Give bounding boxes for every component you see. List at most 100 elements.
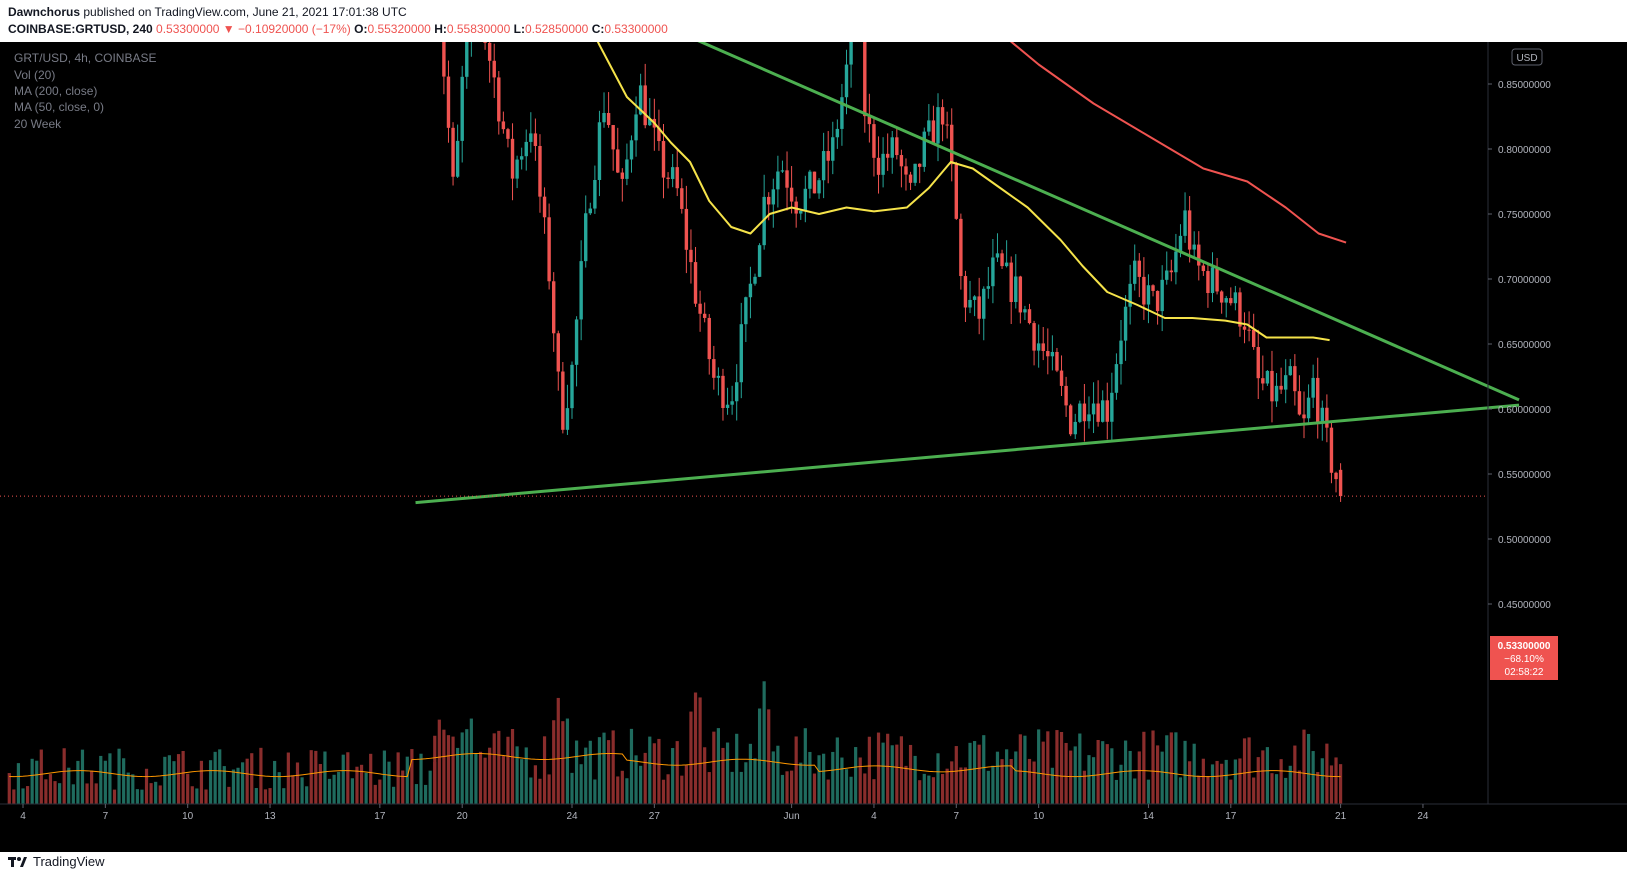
currency-badge[interactable]: USD — [1511, 48, 1543, 66]
price-tick-label: 0.75000000 — [1498, 210, 1551, 221]
candle-body — [895, 137, 899, 156]
candle-body — [1224, 298, 1228, 303]
volume-bar — [1041, 741, 1045, 804]
candle-body — [1101, 400, 1105, 422]
candle — [794, 196, 798, 228]
candle-body — [1242, 326, 1247, 330]
legend-20week[interactable]: 20 Week — [14, 117, 62, 131]
volume-bar — [1055, 730, 1059, 804]
volume-bar — [30, 758, 34, 804]
candle — [1101, 390, 1105, 423]
resistance-trendline[interactable] — [435, 0, 1520, 402]
volume-bar — [465, 729, 469, 804]
volume-bar — [730, 771, 734, 804]
candle — [556, 330, 560, 391]
candle — [739, 302, 743, 399]
candle — [638, 73, 643, 116]
volume-bar — [1288, 765, 1292, 804]
candle — [831, 121, 835, 175]
legend-title[interactable]: GRT/USD, 4h, COINBASE — [14, 51, 156, 65]
candle-body — [1169, 270, 1174, 273]
candle-body — [1233, 292, 1238, 304]
volume-bar — [186, 773, 190, 804]
volume-bar — [497, 730, 501, 804]
chart-area[interactable]: 0.950000000.900000000.850000000.80000000… — [0, 0, 1627, 852]
candle-body — [885, 153, 890, 158]
volume-bar — [1247, 737, 1251, 804]
candle-body — [561, 371, 565, 430]
candle — [492, 43, 496, 98]
candle-body — [597, 122, 602, 180]
candle — [1288, 358, 1292, 376]
volume-bar — [1233, 759, 1237, 804]
published-text: published on TradingView.com, June 21, 2… — [83, 5, 407, 19]
candle-body — [670, 167, 675, 179]
legend-ma50[interactable]: MA (50, close, 0) — [14, 100, 104, 114]
volume-bar — [424, 784, 428, 804]
volume-bar — [1018, 734, 1022, 804]
candle-body — [1279, 385, 1283, 390]
time-tick-label: 24 — [1417, 811, 1429, 822]
candle — [693, 246, 698, 307]
candle — [1201, 261, 1206, 276]
volume-bar — [1306, 733, 1311, 804]
candle — [446, 60, 451, 143]
candle — [1270, 350, 1274, 423]
volume-bar — [282, 788, 286, 804]
volume-bar — [748, 743, 753, 804]
volume-bar — [597, 737, 602, 804]
candle-body — [1041, 343, 1045, 352]
tradingview-brand: TradingView — [33, 854, 105, 869]
candle-body — [1105, 400, 1109, 422]
candle — [570, 361, 574, 419]
volume-bar — [318, 764, 322, 804]
candle — [579, 240, 583, 341]
candle-body — [487, 42, 492, 61]
last-price-label-pct: −68.10% — [1504, 654, 1544, 665]
candle — [661, 124, 666, 199]
candle-body — [1046, 351, 1050, 357]
volume-bar — [666, 774, 670, 804]
candle-body — [739, 324, 743, 383]
time-axis[interactable]: 4 7 10 13 17 20 24 27 Jun 4 7 10 14 17 21 24 — [20, 804, 1429, 822]
candle — [1329, 421, 1334, 484]
volume-bar — [680, 775, 684, 804]
volume-bar — [62, 748, 66, 804]
volume-bar — [149, 783, 153, 804]
volume-bar — [1297, 770, 1302, 804]
low-label: L: — [513, 22, 525, 36]
volume-bar — [263, 789, 268, 804]
price-chart[interactable]: 0.950000000.900000000.850000000.80000000… — [0, 0, 1627, 852]
author-name[interactable]: Dawnchorus — [8, 5, 81, 19]
candle-body — [533, 133, 538, 146]
volume-bar — [1091, 757, 1096, 804]
candle — [1137, 253, 1141, 298]
candle-body — [1274, 385, 1279, 402]
symbol-label: COINBASE:GRTUSD, 240 — [8, 22, 153, 36]
price-axis[interactable]: 0.950000000.900000000.850000000.80000000… — [1488, 15, 1551, 611]
volume-bar — [675, 741, 679, 804]
candle-body — [876, 157, 881, 175]
volume-bar — [959, 767, 963, 804]
legend-vol[interactable]: Vol (20) — [14, 68, 55, 82]
tradingview-logo[interactable]: TradingView — [8, 854, 105, 869]
volume-bar — [822, 753, 826, 804]
candle-body — [1151, 285, 1155, 291]
candle — [584, 195, 588, 268]
support-trendline[interactable] — [415, 403, 1520, 505]
candle — [574, 316, 579, 387]
candle-body — [940, 107, 945, 125]
candle-body — [497, 77, 501, 122]
volume-bar — [803, 728, 807, 804]
volume-bar — [369, 753, 373, 804]
volume-bar — [1073, 746, 1077, 804]
candle-body — [547, 217, 551, 282]
volume-bar — [1265, 747, 1269, 804]
volume-bar — [378, 779, 382, 804]
legend-ma200[interactable]: MA (200, close) — [14, 84, 97, 98]
volume-bar — [520, 759, 524, 804]
volume-bar — [176, 754, 181, 804]
candle — [872, 118, 876, 177]
candle — [1219, 290, 1224, 314]
volume-bar — [739, 771, 743, 804]
